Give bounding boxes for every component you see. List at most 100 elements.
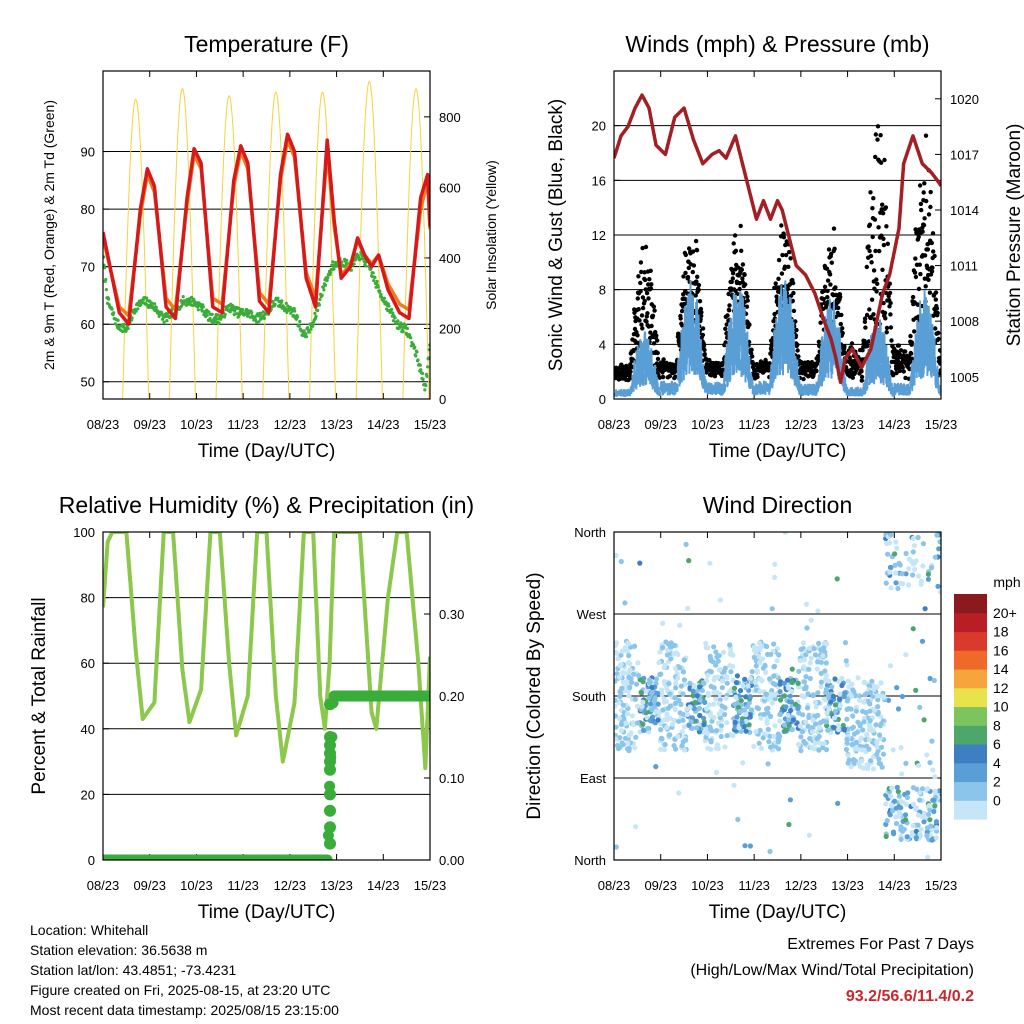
gust-point [700,326,706,331]
direction-point [895,706,902,712]
direction-point [812,700,819,706]
direction-point [718,727,724,733]
direction-point [639,704,645,710]
direction-point [614,650,620,656]
direction-point [864,731,870,738]
y-right-tick-label: 0.10 [439,771,464,786]
direction-point [694,725,700,731]
dewpoint-point [373,275,377,279]
direction-point [765,761,771,767]
station-elevation: Station elevation: 36.5638 m [30,942,208,958]
direction-point [715,746,721,752]
gust-point [651,341,657,346]
direction-point [933,825,939,831]
direction-point [926,811,932,818]
y-right-tick-label: 1017 [950,147,979,162]
direction-series [614,532,941,860]
gust-point [740,276,745,281]
x-axis-label: Time (Day/UTC) [709,902,847,923]
gust-point [783,252,789,258]
gust-point [787,249,792,255]
direction-point [879,764,885,770]
direction-point [722,665,728,671]
direction-point [823,660,829,666]
direction-point [684,712,691,718]
colorbar-swatch [954,650,987,670]
direction-point [774,658,780,664]
direction-point [667,691,673,697]
gust-point [686,265,691,271]
direction-point [614,703,618,709]
x-tick-label: 12/23 [785,878,818,893]
direction-point [614,678,618,684]
direction-point [630,720,636,726]
direction-point [681,657,687,663]
direction-point [764,706,770,712]
direction-point [837,696,843,703]
direction-point [834,576,840,582]
direction-point [806,666,812,672]
gust-point [790,280,796,286]
direction-point [631,671,637,677]
direction-point [690,688,696,694]
direction-point [727,663,733,669]
direction-point [933,819,940,825]
gust-point [887,290,893,296]
gust-point [693,293,698,298]
direction-point [616,700,622,706]
direction-point [632,696,639,702]
direction-point [817,740,823,746]
direction-point [673,665,679,672]
gust-point [868,190,873,195]
direction-point [640,721,646,727]
gust-point [825,288,830,294]
gust-point [850,375,855,380]
direction-point [662,742,668,748]
direction-point [807,675,813,682]
gust-point [747,322,752,327]
gust-point [639,322,644,327]
gust-point [724,322,729,327]
gust-point [867,222,873,227]
gust-point [918,271,923,277]
direction-point [742,843,748,849]
gust-point [924,198,929,204]
gust-point [929,269,935,274]
figure-created: Figure created on Fri, 2025-08-15, at 23… [30,982,331,998]
direction-point [770,680,777,687]
direction-point [742,676,748,682]
direction-point [708,669,714,675]
direction-point [655,701,661,707]
direction-point [659,691,665,698]
gust-point [640,295,646,300]
direction-point [739,719,745,725]
gust-point [732,233,738,238]
direction-point [789,679,795,686]
direction-point [624,711,631,717]
dewpoint-point [145,296,149,300]
gust-point [881,242,887,248]
direction-point [906,566,912,572]
direction-point [626,748,632,754]
gust-point [818,320,823,325]
gust-point [795,342,800,347]
gust-point [649,282,654,287]
gust-point [921,190,926,195]
direction-point [713,696,719,702]
gust-point [926,212,932,217]
direction-point [689,715,696,721]
direction-point [619,648,625,654]
direction-point [677,665,683,671]
direction-point [880,751,887,757]
direction-point [892,562,898,568]
direction-point [708,656,714,662]
colorbar-label: 4 [993,755,1001,771]
direction-point [881,694,887,700]
gust-point [744,304,750,309]
direction-point [925,571,932,577]
direction-point [914,786,920,792]
direction-point [927,760,933,766]
direction-point [890,808,896,814]
direction-point [798,734,804,740]
gust-point [920,229,925,234]
